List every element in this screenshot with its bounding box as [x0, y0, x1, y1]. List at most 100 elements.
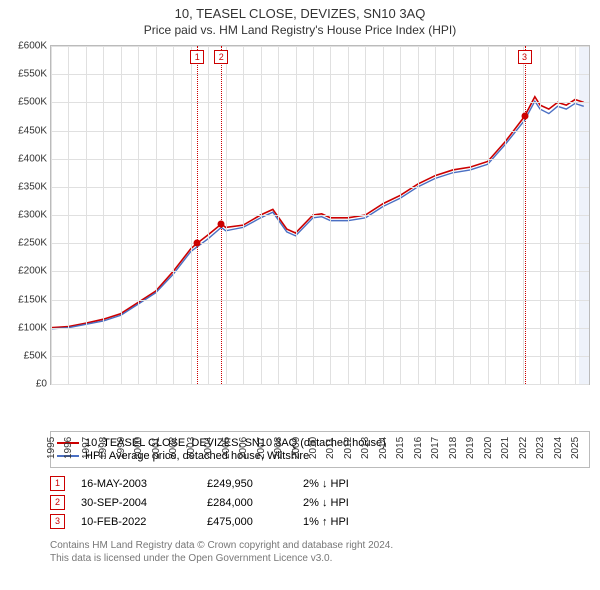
gridline-v [86, 46, 87, 384]
event-date: 16-MAY-2003 [81, 478, 191, 490]
y-tick-label: £600K [18, 41, 47, 52]
y-tick-label: £300K [18, 210, 47, 221]
x-tick-label: 2023 [535, 437, 546, 459]
gridline-h [51, 215, 589, 216]
y-tick-label: £150K [18, 294, 47, 305]
sale-marker-box: 1 [190, 50, 204, 64]
gridline-v [418, 46, 419, 384]
x-tick-label: 2021 [500, 437, 511, 459]
gridline-v [488, 46, 489, 384]
x-tick-label: 2005 [221, 437, 232, 459]
event-row: 116-MAY-2003£249,9502% ↓ HPI [50, 476, 590, 491]
gridline-h [51, 243, 589, 244]
gridline-v [68, 46, 69, 384]
x-tick-label: 2022 [518, 437, 529, 459]
gridline-v [453, 46, 454, 384]
event-date: 10-FEB-2022 [81, 516, 191, 528]
x-tick-label: 1997 [81, 437, 92, 459]
footer: Contains HM Land Registry data © Crown c… [50, 539, 590, 573]
gridline-v [173, 46, 174, 384]
gridline-h [51, 300, 589, 301]
gridline-v [156, 46, 157, 384]
gridline-v [121, 46, 122, 384]
sale-dot [194, 240, 201, 247]
y-tick-label: £400K [18, 153, 47, 164]
chart-container: 10, TEASEL CLOSE, DEVIZES, SN10 3AQ Pric… [0, 0, 600, 573]
gridline-v [208, 46, 209, 384]
gridline-h [51, 46, 589, 47]
x-axis-ticks: 1995199619971998199920002001200220032004… [50, 385, 590, 425]
sale-vline [221, 46, 222, 384]
gridline-h [51, 102, 589, 103]
y-tick-label: £250K [18, 238, 47, 249]
gridline-v [243, 46, 244, 384]
x-tick-label: 2002 [168, 437, 179, 459]
y-tick-label: £550K [18, 69, 47, 80]
gridline-v [435, 46, 436, 384]
gridline-v [138, 46, 139, 384]
y-tick-label: £100K [18, 322, 47, 333]
gridline-h [51, 187, 589, 188]
y-tick-label: £500K [18, 97, 47, 108]
event-number: 3 [50, 514, 65, 529]
event-number: 2 [50, 495, 65, 510]
event-delta: 2% ↓ HPI [303, 497, 349, 509]
x-tick-label: 2008 [273, 437, 284, 459]
x-tick-label: 2014 [378, 437, 389, 459]
gridline-h [51, 356, 589, 357]
sale-vline [197, 46, 198, 384]
x-tick-label: 2003 [186, 437, 197, 459]
x-tick-label: 2010 [308, 437, 319, 459]
gridline-v [505, 46, 506, 384]
event-row: 3 10-FEB-2022 £475,000 1% ↑ HPI [50, 514, 590, 529]
x-tick-label: 2009 [291, 437, 302, 459]
event-row: 230-SEP-2004£284,0002% ↓ HPI [50, 495, 590, 510]
y-tick-label: £350K [18, 181, 47, 192]
x-tick-label: 1998 [98, 437, 109, 459]
y-tick-label: £0 [36, 379, 47, 390]
gridline-v [558, 46, 559, 384]
gridline-h [51, 74, 589, 75]
sale-dot [521, 113, 528, 120]
gridline-v [313, 46, 314, 384]
x-tick-label: 2012 [343, 437, 354, 459]
gridline-v [51, 46, 52, 384]
title-subtitle: Price paid vs. HM Land Registry's House … [0, 23, 600, 37]
gridline-v [540, 46, 541, 384]
gridline-h [51, 271, 589, 272]
gridline-v [103, 46, 104, 384]
sale-vline [525, 46, 526, 384]
x-tick-label: 2020 [483, 437, 494, 459]
footer-line-1: Contains HM Land Registry data © Crown c… [50, 539, 590, 552]
x-tick-label: 1995 [46, 437, 57, 459]
y-tick-label: £200K [18, 266, 47, 277]
legend-label: 10, TEASEL CLOSE, DEVIZES, SN10 3AQ (det… [85, 437, 386, 449]
y-tick-label: £50K [24, 350, 47, 361]
gridline-v [365, 46, 366, 384]
x-tick-label: 2000 [133, 437, 144, 459]
event-price: £284,000 [207, 497, 287, 509]
plot-area: £0£50K£100K£150K£200K£250K£300K£350K£400… [50, 45, 590, 385]
x-tick-label: 2004 [203, 437, 214, 459]
gridline-h [51, 159, 589, 160]
event-delta: 1% ↑ HPI [303, 516, 349, 528]
gridline-v [383, 46, 384, 384]
event-price: £475,000 [207, 516, 287, 528]
sale-marker-box: 2 [214, 50, 228, 64]
gridline-v [575, 46, 576, 384]
gridline-v [226, 46, 227, 384]
gridline-v [278, 46, 279, 384]
x-tick-label: 2001 [151, 437, 162, 459]
x-tick-label: 2018 [448, 437, 459, 459]
y-tick-label: £450K [18, 125, 47, 136]
footer-line-2: This data is licensed under the Open Gov… [50, 552, 590, 565]
x-tick-label: 1996 [63, 437, 74, 459]
sale-dot [218, 221, 225, 228]
x-tick-label: 2006 [238, 437, 249, 459]
gridline-v [296, 46, 297, 384]
gridline-h [51, 131, 589, 132]
gridline-v [261, 46, 262, 384]
sale-events: 116-MAY-2003£249,9502% ↓ HPI230-SEP-2004… [50, 476, 590, 529]
gridline-v [470, 46, 471, 384]
x-tick-label: 2015 [395, 437, 406, 459]
